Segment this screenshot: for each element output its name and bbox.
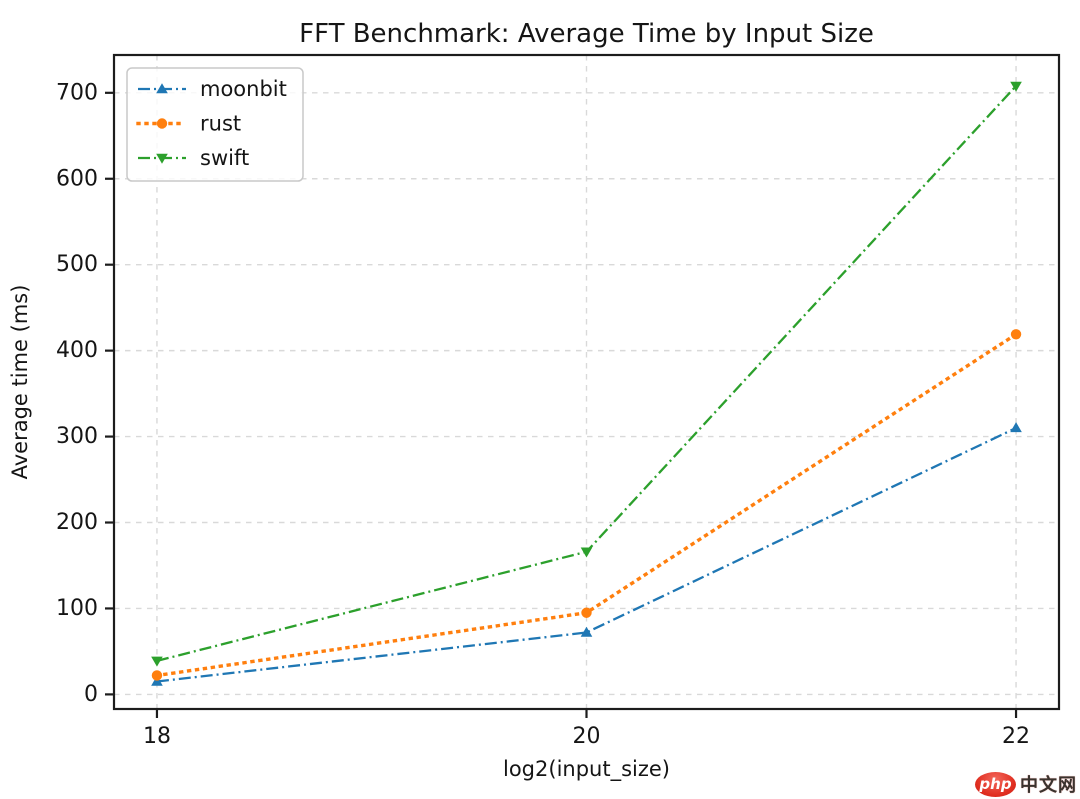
marker-swift-x18 — [151, 656, 163, 667]
x-tick-label-20: 20 — [573, 724, 601, 749]
php-logo-badge: php — [975, 771, 1016, 797]
y-tick-label-300: 300 — [56, 424, 98, 449]
legend-label-rust: rust — [200, 112, 241, 136]
php-cn-watermark: php 中文网 — [975, 771, 1077, 797]
marker-swift-x20 — [580, 547, 593, 558]
legend-marker-swift — [156, 153, 168, 164]
y-tick-label-700: 700 — [56, 80, 98, 105]
y-tick-label-600: 600 — [56, 166, 98, 191]
legend-label-swift: swift — [200, 146, 249, 170]
legend-marker-rust — [156, 118, 168, 129]
y-tick-label-200: 200 — [56, 510, 98, 535]
x-tick-label-18: 18 — [143, 724, 171, 749]
marker-rust-x20 — [581, 607, 592, 618]
marker-swift-x22 — [1010, 81, 1022, 92]
legend-marker-moonbit — [156, 83, 168, 94]
y-tick-label-0: 0 — [84, 682, 98, 707]
php-cn-site-name: 中文网 — [1020, 775, 1077, 796]
marker-moonbit-x18 — [151, 675, 163, 686]
legend-box — [126, 67, 304, 182]
series-line-moonbit — [156, 426, 1017, 683]
marker-moonbit-x22 — [1010, 422, 1022, 433]
legend-label-moonbit: moonbit — [200, 77, 287, 101]
y-tick-label-100: 100 — [56, 596, 98, 621]
y-tick-label-500: 500 — [56, 252, 98, 277]
chart-title: FFT Benchmark: Average Time by Input Siz… — [299, 19, 874, 49]
y-axis-label: Average time (ms) — [8, 285, 32, 480]
x-tick-label-22: 22 — [1002, 724, 1030, 749]
y-tick-label-400: 400 — [56, 338, 98, 363]
x-axis-label: log2(input_size) — [503, 757, 670, 782]
marker-moonbit-x20 — [580, 626, 593, 637]
marker-rust-x18 — [151, 670, 163, 681]
marker-rust-x22 — [1010, 329, 1022, 340]
